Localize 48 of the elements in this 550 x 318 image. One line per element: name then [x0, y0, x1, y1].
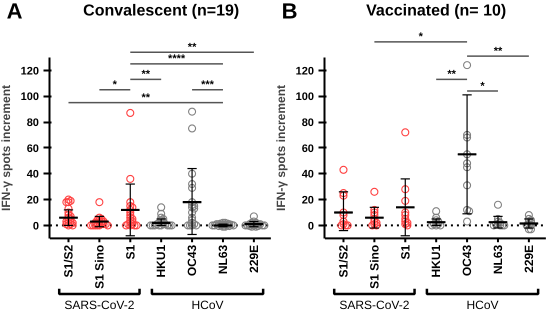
text: B: [282, 0, 298, 24]
y-tick-label: 100: [20, 91, 39, 104]
x-tick-label: S1/S2: [61, 244, 76, 278]
annotation: ***: [201, 78, 215, 91]
text: SARS-CoV-2: [64, 298, 135, 312]
x-tick-label: NL63: [490, 244, 505, 274]
y-tick-label: 0: [32, 220, 39, 232]
x-tick-label: S1: [123, 244, 138, 260]
text: HCoV: [192, 298, 224, 312]
x-tick-label: NL63: [216, 244, 230, 274]
text: SARS-CoV-2: [339, 298, 410, 312]
x-tick-label: S1 Sino: [367, 244, 382, 289]
y-tick-label: 100: [296, 91, 314, 104]
annotation: *: [480, 80, 486, 92]
annotation: **: [141, 68, 151, 81]
x-tick-label: 229E: [522, 244, 536, 273]
x-tick-label: S1 Sino: [92, 244, 106, 289]
annotation: *: [112, 78, 118, 91]
y-tick-label: 60: [26, 142, 39, 155]
x-tick-label: 229E: [246, 244, 261, 273]
y-tick-label: 40: [26, 168, 39, 181]
text: HCoV: [466, 298, 499, 312]
text: **: [494, 45, 503, 58]
x-tick-label: S1/S2: [336, 244, 350, 278]
y-tick-label: 80: [26, 117, 39, 130]
y-tick-label: 20: [26, 194, 39, 207]
text: *: [418, 31, 424, 44]
y-tick-label: 20: [302, 194, 314, 207]
x-tick-label: S1: [398, 244, 412, 260]
x-tick-label: HKU1: [154, 244, 168, 278]
text: **: [188, 42, 198, 54]
x-tick-label: OC43: [185, 244, 200, 276]
annotation: **: [447, 68, 457, 81]
chart-title: Convalescent (n=19): [83, 2, 240, 20]
annotation: **: [141, 92, 151, 104]
y-tick-label: 60: [302, 142, 314, 155]
x-tick-label: HKU1: [429, 244, 444, 278]
annotation: ****: [168, 53, 186, 66]
y-tick-label: 120: [20, 65, 39, 78]
y-tick-label: 80: [302, 117, 314, 130]
y-tick-label: 0: [308, 220, 314, 232]
y-axis-title: IFN-γ spots increment: [274, 84, 288, 212]
chart-title: Vaccinated (n= 10): [366, 2, 506, 20]
text: A: [6, 0, 23, 24]
y-tick-label: 40: [302, 168, 314, 181]
y-axis-title: IFN-γ spots increment: [0, 84, 14, 212]
x-tick-label: OC43: [460, 244, 474, 276]
y-tick-label: 120: [296, 65, 314, 78]
